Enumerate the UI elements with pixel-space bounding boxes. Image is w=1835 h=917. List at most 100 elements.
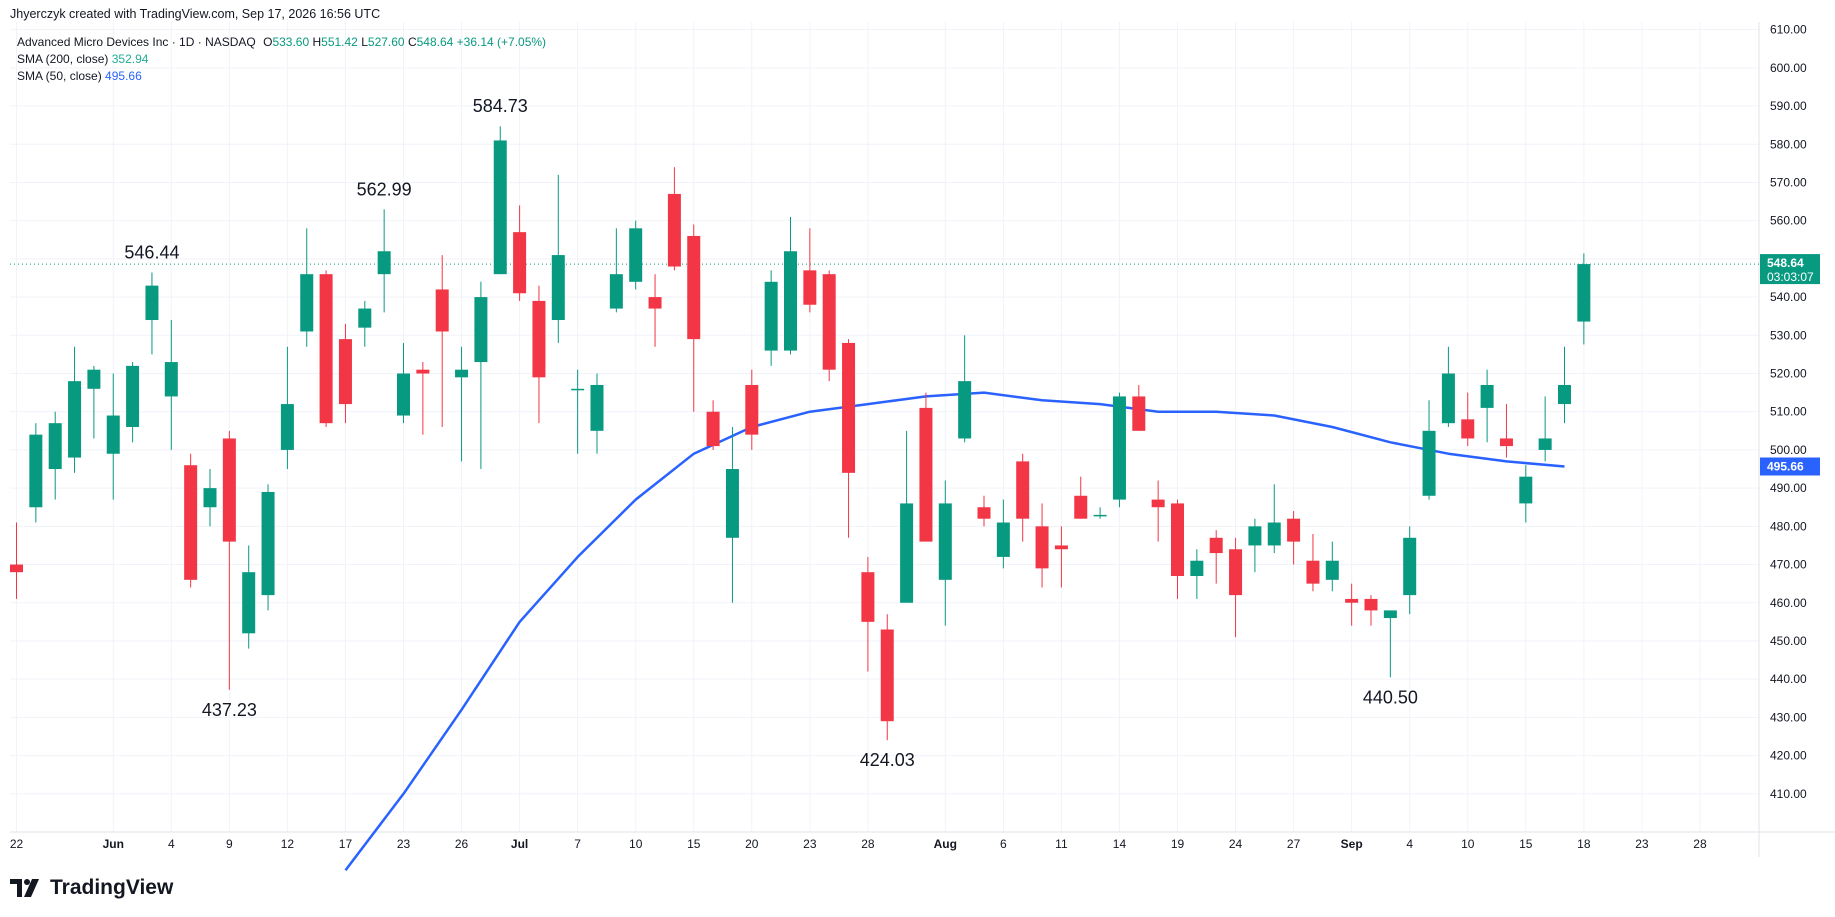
candle-body [803, 270, 817, 305]
price-annotation: 437.23 [202, 700, 257, 720]
candle-body [1306, 560, 1320, 584]
candle-body [1093, 514, 1107, 517]
x-tick-label: 20 [745, 837, 759, 851]
y-tick-label: 450.00 [1770, 634, 1807, 648]
candle-body [880, 629, 894, 722]
y-tick-label: 530.00 [1770, 328, 1807, 342]
x-tick-label: 18 [1577, 837, 1591, 851]
annotations-layer: 546.44 437.23 562.99 584.73 424.03 440.50 [124, 96, 1417, 770]
x-tick-label: 24 [1229, 837, 1243, 851]
candle-body [1499, 438, 1513, 447]
candle-body [648, 297, 662, 309]
candle-body [629, 228, 643, 282]
y-tick-label: 420.00 [1770, 749, 1807, 763]
candle-body [706, 411, 720, 447]
candle-body [29, 434, 43, 508]
x-tick-label: 4 [1406, 837, 1413, 851]
close-value: 548.64 [416, 35, 454, 49]
candle-body [1558, 384, 1571, 405]
x-tick-label: 26 [455, 837, 469, 851]
candle-body [435, 289, 449, 332]
x-tick-label: 12 [281, 837, 295, 851]
candle-body [126, 365, 140, 427]
sma50-badge [1760, 457, 1820, 476]
candle-body [164, 362, 178, 397]
y-axis[interactable]: 410.00 420.00 430.00 440.00 450.00 460.00 470.… [1760, 23, 1820, 801]
price-annotation: 584.73 [473, 96, 528, 116]
chart-credit: Jhyerczyk created with TradingView.com, … [10, 7, 381, 21]
close-key: C [407, 35, 417, 49]
candle-body [319, 274, 333, 424]
x-tick-label: Aug [934, 837, 957, 851]
open-key: O [263, 35, 273, 49]
candle-body [1209, 537, 1223, 554]
candle-body [377, 251, 391, 275]
x-tick-label: 4 [168, 837, 175, 851]
candle-body [822, 274, 836, 370]
candle-body [1383, 610, 1397, 619]
y-tick-label: 510.00 [1770, 405, 1807, 419]
y-tick-label: 470.00 [1770, 558, 1807, 572]
tradingview-brand[interactable]: TradingView [10, 876, 173, 900]
candle-body [242, 572, 256, 634]
candle-body [571, 388, 585, 391]
candle-body [938, 503, 952, 580]
sma200-label: SMA (200, close) [17, 52, 109, 66]
price-annotation: 424.03 [860, 750, 915, 770]
candle-body [1519, 476, 1533, 504]
candle-body [416, 369, 430, 374]
candle-body [455, 369, 469, 378]
x-axis[interactable]: 22 Jun 4 9 12 17 23 26 Jul 7 10 15 20 23 28 Aug 6 11 14 19 2… [10, 837, 1707, 851]
candle-body [590, 384, 604, 431]
x-tick-label: 15 [687, 837, 701, 851]
candle-body [1035, 526, 1049, 569]
candle-body [861, 572, 875, 622]
candle-body [1132, 396, 1146, 431]
candle-body [184, 465, 198, 580]
candle-body [1538, 438, 1552, 450]
high-key: H [312, 35, 322, 49]
candle-body [1229, 549, 1243, 596]
candle-body [842, 342, 856, 473]
chart-legend: Advanced Micro Devices Inc · 1D · NASDAQ… [17, 34, 546, 85]
candle-body [222, 438, 236, 542]
candle-body [1422, 430, 1436, 496]
sma50-badge-label: 495.66 [1767, 460, 1804, 474]
price-annotation: 440.50 [1363, 687, 1418, 707]
candles-layer [10, 126, 1591, 741]
candle-body [474, 297, 488, 363]
candle-body [919, 407, 933, 542]
candle-body [1151, 499, 1165, 508]
x-tick-label: 15 [1519, 837, 1533, 851]
candle-body [977, 507, 991, 519]
sma50-line [344, 391, 1565, 871]
countdown-label: 03:03:07 [1767, 270, 1814, 284]
candle-body [397, 373, 410, 416]
x-tick-label: 23 [1635, 837, 1649, 851]
x-tick-label: Jun [103, 837, 124, 851]
candle-body [1461, 419, 1475, 439]
x-tick-label: 14 [1113, 837, 1127, 851]
x-tick-label: 22 [10, 837, 24, 851]
y-tick-label: 570.00 [1770, 175, 1807, 189]
x-tick-label: 7 [574, 837, 581, 851]
y-tick-label: 580.00 [1770, 137, 1807, 151]
candle-body [1248, 526, 1262, 546]
x-tick-label: 28 [861, 837, 875, 851]
candle-body [1577, 264, 1591, 322]
y-tick-label: 440.00 [1770, 672, 1807, 686]
y-tick-label: 480.00 [1770, 519, 1807, 533]
sma50-label: SMA (50, close) [17, 69, 102, 83]
low-value: 527.60 [367, 35, 405, 49]
x-tick-label: 11 [1055, 837, 1068, 851]
sma200-value: 352.94 [111, 52, 149, 66]
y-tick-label: 610.00 [1770, 23, 1807, 37]
low-key: L [361, 35, 368, 49]
candle-body [87, 369, 101, 389]
y-tick-label: 500.00 [1770, 443, 1807, 457]
candle-body [532, 300, 546, 378]
candle-body [900, 503, 914, 603]
y-tick-label: 560.00 [1770, 214, 1807, 228]
high-value: 551.42 [321, 35, 358, 49]
